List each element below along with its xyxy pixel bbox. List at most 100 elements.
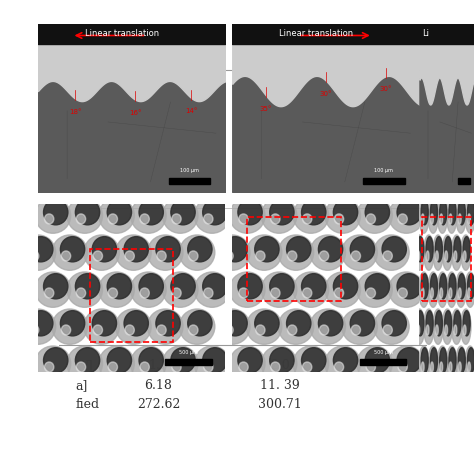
Ellipse shape	[419, 346, 429, 382]
Ellipse shape	[461, 309, 471, 344]
Ellipse shape	[449, 214, 452, 224]
Ellipse shape	[293, 346, 328, 382]
Ellipse shape	[171, 200, 195, 225]
Ellipse shape	[125, 325, 134, 335]
Ellipse shape	[61, 325, 71, 335]
Text: Linear translation: Linear translation	[85, 29, 159, 38]
Ellipse shape	[302, 214, 312, 224]
Ellipse shape	[351, 325, 361, 335]
Ellipse shape	[458, 348, 465, 373]
Ellipse shape	[302, 362, 312, 372]
Ellipse shape	[458, 214, 461, 224]
Ellipse shape	[239, 214, 248, 224]
Ellipse shape	[398, 288, 407, 298]
Ellipse shape	[52, 309, 88, 344]
Ellipse shape	[156, 237, 180, 262]
Ellipse shape	[28, 310, 53, 336]
Ellipse shape	[430, 348, 438, 373]
Text: fied: fied	[76, 398, 100, 411]
Ellipse shape	[417, 251, 420, 261]
Text: 6.18: 6.18	[145, 379, 173, 392]
Ellipse shape	[287, 310, 311, 336]
Ellipse shape	[229, 198, 265, 233]
Ellipse shape	[374, 309, 409, 344]
Ellipse shape	[433, 309, 443, 344]
Ellipse shape	[99, 198, 134, 233]
Ellipse shape	[261, 272, 297, 307]
Ellipse shape	[271, 288, 280, 298]
Ellipse shape	[397, 273, 421, 299]
Text: 30°: 30°	[319, 91, 332, 97]
Ellipse shape	[224, 325, 233, 335]
Ellipse shape	[431, 214, 433, 224]
Ellipse shape	[374, 235, 409, 270]
Ellipse shape	[239, 288, 248, 298]
Ellipse shape	[224, 251, 233, 261]
Ellipse shape	[350, 237, 374, 262]
Ellipse shape	[454, 251, 457, 261]
Ellipse shape	[436, 325, 438, 335]
Ellipse shape	[238, 200, 262, 225]
Ellipse shape	[204, 214, 213, 224]
Ellipse shape	[456, 272, 466, 307]
Ellipse shape	[246, 309, 282, 344]
Ellipse shape	[398, 214, 407, 224]
Ellipse shape	[397, 200, 421, 225]
Text: 11. 39: 11. 39	[260, 379, 300, 392]
Ellipse shape	[108, 362, 118, 372]
Ellipse shape	[172, 288, 181, 298]
Ellipse shape	[271, 214, 280, 224]
Ellipse shape	[467, 348, 474, 373]
Ellipse shape	[44, 348, 68, 373]
Ellipse shape	[467, 273, 474, 299]
Ellipse shape	[468, 214, 471, 224]
Ellipse shape	[382, 237, 406, 262]
Ellipse shape	[116, 235, 151, 270]
Ellipse shape	[139, 348, 164, 373]
Ellipse shape	[156, 310, 180, 336]
Ellipse shape	[419, 272, 429, 307]
Ellipse shape	[414, 309, 425, 344]
Ellipse shape	[189, 251, 198, 261]
Ellipse shape	[389, 198, 424, 233]
Ellipse shape	[334, 288, 344, 298]
Text: 16°: 16°	[129, 110, 142, 116]
Ellipse shape	[464, 251, 466, 261]
Ellipse shape	[84, 309, 119, 344]
Ellipse shape	[419, 198, 429, 233]
Ellipse shape	[334, 214, 344, 224]
Ellipse shape	[428, 346, 438, 382]
Ellipse shape	[261, 346, 297, 382]
Ellipse shape	[445, 251, 447, 261]
Ellipse shape	[204, 362, 213, 372]
Ellipse shape	[67, 198, 102, 233]
Ellipse shape	[270, 273, 294, 299]
Ellipse shape	[147, 235, 183, 270]
Bar	[360, 359, 406, 365]
Ellipse shape	[454, 310, 461, 336]
Ellipse shape	[67, 272, 102, 307]
Bar	[457, 178, 470, 183]
Text: 100 μm: 100 μm	[180, 168, 199, 173]
Ellipse shape	[171, 273, 195, 299]
Ellipse shape	[157, 325, 166, 335]
Ellipse shape	[163, 272, 198, 307]
Ellipse shape	[437, 346, 447, 382]
Ellipse shape	[171, 348, 195, 373]
Ellipse shape	[75, 273, 100, 299]
Ellipse shape	[76, 362, 86, 372]
Bar	[169, 178, 210, 183]
Ellipse shape	[440, 288, 443, 298]
Ellipse shape	[463, 237, 470, 262]
Ellipse shape	[458, 200, 465, 225]
Ellipse shape	[92, 237, 117, 262]
Ellipse shape	[238, 348, 262, 373]
Ellipse shape	[246, 235, 282, 270]
Ellipse shape	[451, 235, 462, 270]
Ellipse shape	[319, 237, 343, 262]
Ellipse shape	[29, 251, 39, 261]
Ellipse shape	[288, 251, 297, 261]
Ellipse shape	[430, 200, 438, 225]
Ellipse shape	[125, 251, 134, 261]
Ellipse shape	[301, 273, 326, 299]
